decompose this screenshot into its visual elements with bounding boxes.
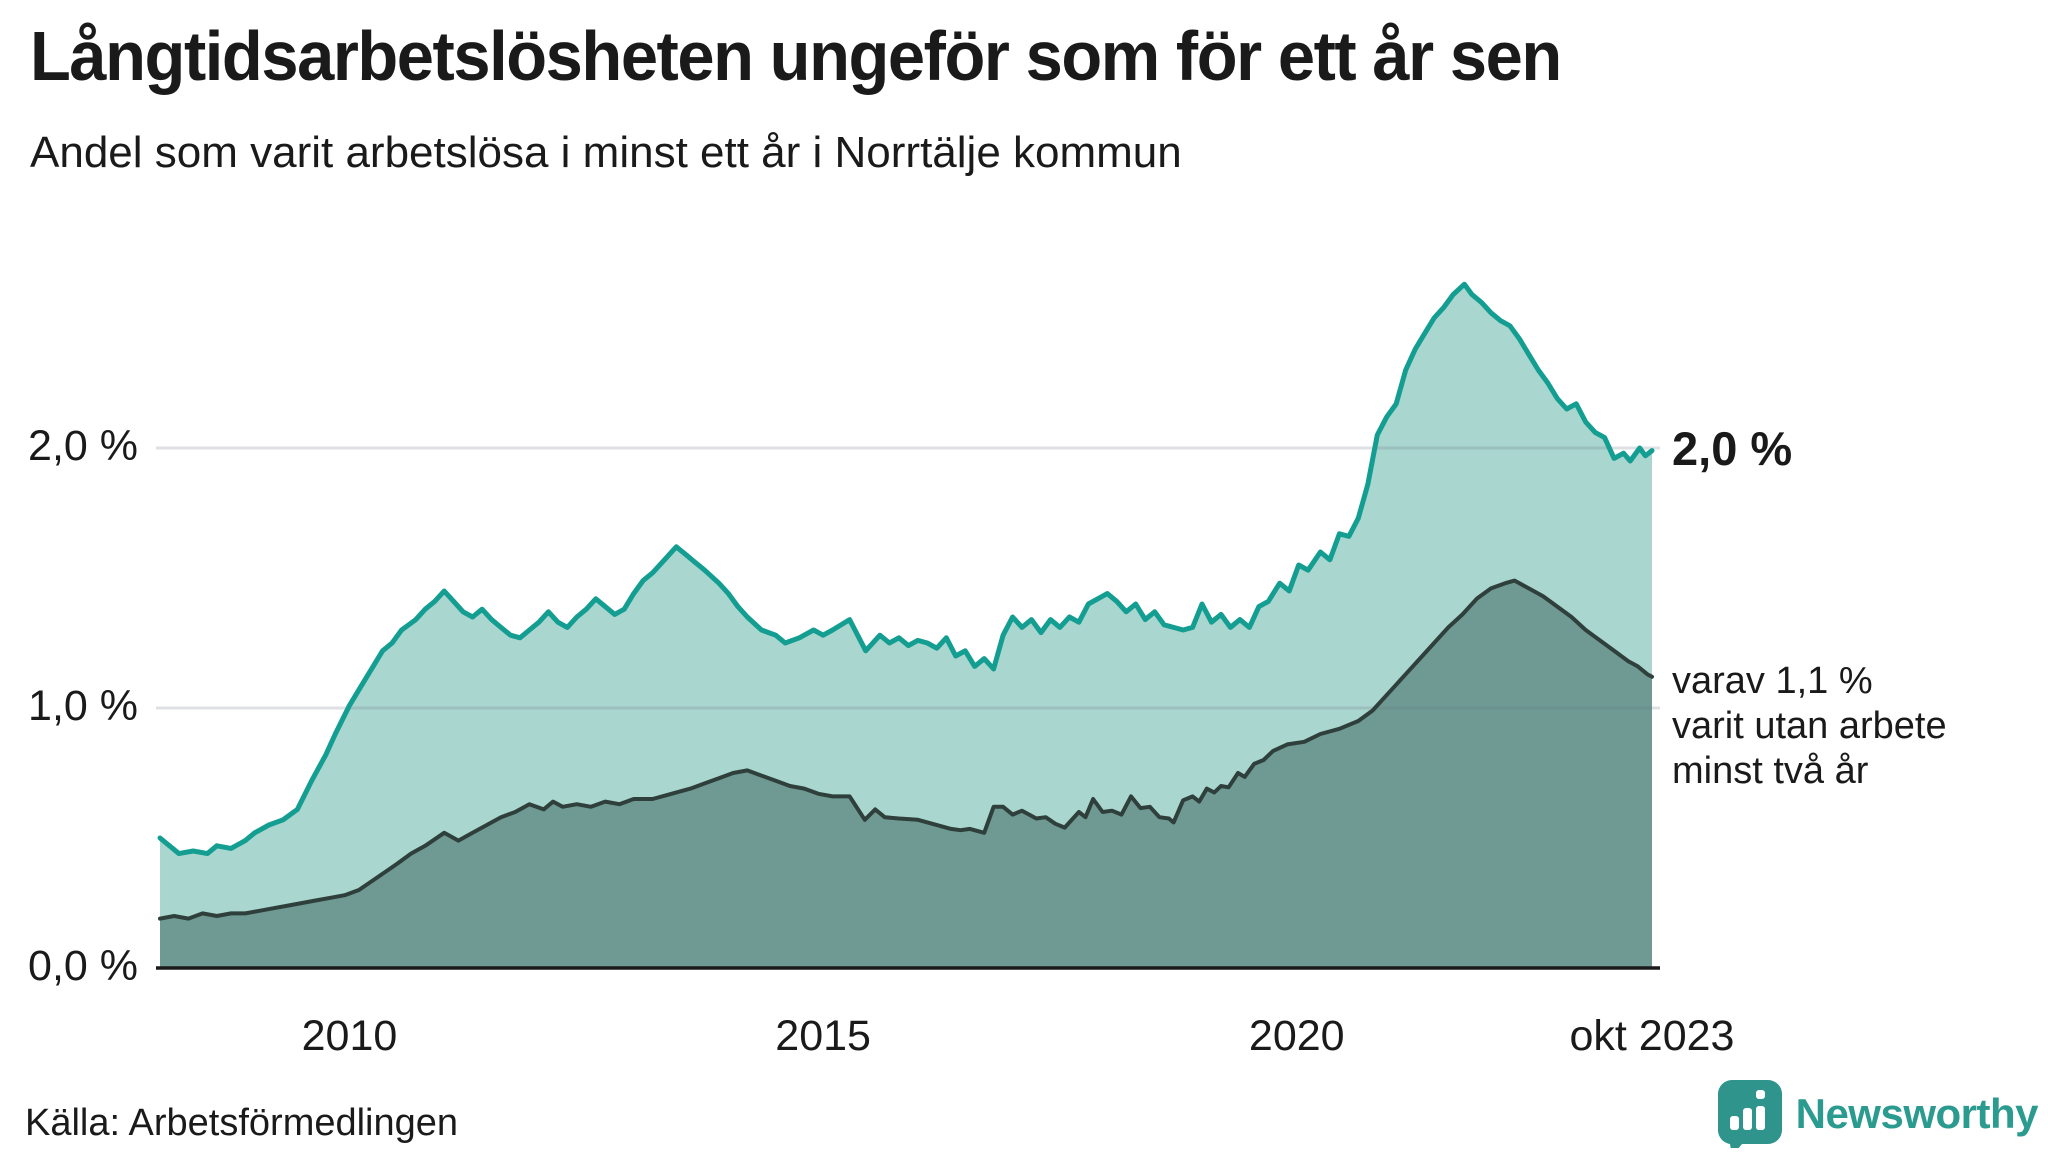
y-tick-label: 1,0 % [28,682,138,730]
line-minst-ett-ar [157,281,1655,857]
line-minst-tva-ar [158,578,1654,921]
brand-wordmark: Newsworthy [1795,1090,2039,1137]
x-tick-label: 2015 [775,1012,871,1060]
area-fill-minst-tva-ar [160,580,1652,968]
y-tick-label: 0,0 % [28,942,138,990]
x-tick-label: 2010 [301,1012,398,1060]
secondary-annotation: varav 1,1 % varit utan arbete minst två … [1672,659,1947,792]
source-caption: Källa: Arbetsförmedlingen [25,1102,459,1144]
page-subtitle: Andel som varit arbetslösa i minst ett å… [30,128,1182,177]
page-title: Långtidsarbetslösheten ungeför som för e… [30,17,1562,95]
end-value-annotation: 2,0 % [1672,421,1793,475]
x-tick-label: 2020 [1248,1012,1345,1060]
x-tick-label: okt 2023 [1569,1012,1735,1060]
bar-chart-speech-bubble-icon [1717,1080,1782,1152]
y-tick-label: 2,0 % [28,422,138,470]
brand-logo: Newsworthy [1717,1080,2039,1152]
